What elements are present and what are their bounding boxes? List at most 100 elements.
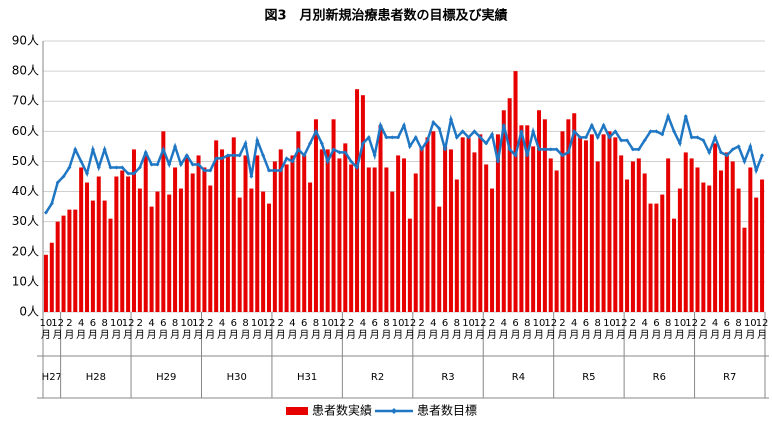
bar: [472, 152, 477, 312]
x-tick-label: 6月: [299, 318, 310, 341]
bar: [630, 161, 635, 312]
group-label: H28: [86, 372, 106, 383]
line-marker: [143, 150, 148, 155]
x-tick-label: 4月: [710, 318, 721, 341]
x-tick-label: 2月: [64, 318, 75, 341]
bar: [284, 164, 289, 312]
bar: [695, 167, 700, 312]
line-marker: [525, 153, 530, 158]
group-label: R6: [653, 372, 666, 383]
x-tick-label: 6月: [580, 318, 591, 341]
bar: [231, 137, 236, 312]
line-marker: [531, 129, 536, 134]
line-marker: [507, 147, 512, 152]
bar: [701, 182, 706, 312]
x-tick-label: 4月: [76, 318, 87, 341]
x-tick-label: 10月: [673, 318, 687, 341]
line-marker: [490, 132, 495, 137]
line-marker: [43, 210, 48, 215]
line-marker: [695, 135, 700, 140]
bar: [466, 137, 471, 312]
bar: [384, 167, 389, 312]
bar: [319, 149, 324, 312]
x-tick-label: 8月: [592, 318, 603, 341]
x-tick-label: 4月: [146, 318, 157, 341]
line-marker: [713, 135, 718, 140]
bar: [636, 158, 641, 312]
x-tick-label: 12月: [192, 318, 205, 341]
x-tick-label: 12月: [121, 318, 135, 341]
bar: [595, 161, 600, 312]
line-marker: [595, 135, 600, 140]
bar: [337, 158, 342, 312]
x-tick-label: 10月: [462, 318, 475, 341]
bar: [537, 110, 542, 312]
line-marker: [730, 147, 735, 152]
bar: [67, 209, 72, 312]
line-marker: [108, 165, 113, 170]
x-tick-label: 4月: [287, 318, 298, 341]
bar: [155, 191, 160, 312]
bar: [372, 167, 377, 312]
bar: [302, 155, 307, 312]
line-marker: [266, 168, 271, 173]
bar: [760, 179, 765, 312]
bar: [349, 164, 354, 312]
x-tick-label: 12月: [403, 318, 417, 341]
x-tick-label: 10月: [743, 318, 757, 341]
legend-marker: [391, 408, 397, 414]
bar: [572, 113, 577, 313]
line-marker: [396, 135, 401, 140]
line-marker: [407, 144, 412, 149]
line-marker: [642, 138, 647, 143]
bar: [220, 149, 225, 312]
bar: [619, 155, 624, 312]
line-marker: [261, 153, 266, 158]
bar: [672, 218, 677, 312]
line-marker: [701, 138, 706, 143]
x-tick-label: 12月: [262, 318, 276, 341]
x-tick-label: 2月: [134, 318, 145, 341]
line-marker: [161, 147, 166, 152]
x-tick-label: 10月: [250, 318, 264, 341]
group-label: R2: [371, 372, 384, 383]
bar: [689, 158, 694, 312]
line-marker: [184, 153, 189, 158]
bar: [108, 218, 113, 312]
bar: [460, 137, 465, 312]
line-marker: [85, 171, 90, 176]
y-tick-label: 50人: [12, 154, 39, 168]
line-marker: [583, 135, 588, 140]
bar: [73, 209, 78, 312]
bar: [296, 131, 301, 312]
bar: [90, 200, 95, 312]
bar: [607, 131, 612, 312]
x-tick-label: 6月: [651, 318, 662, 341]
bar: [683, 152, 688, 312]
bar: [266, 203, 271, 312]
line-marker: [243, 141, 248, 146]
line-marker: [355, 165, 360, 170]
x-tick-label: 8月: [663, 318, 674, 341]
bar: [237, 197, 242, 312]
line-marker: [202, 168, 207, 173]
bar: [190, 173, 195, 312]
bar: [402, 158, 406, 312]
line-marker: [173, 144, 178, 149]
line-marker: [137, 165, 142, 170]
y-tick-label: 20人: [12, 244, 39, 258]
legend-swatch: [286, 407, 308, 415]
x-tick-label: 6月: [158, 318, 169, 341]
y-tick-label: 0人: [19, 305, 39, 319]
line-marker: [513, 153, 518, 158]
bar: [501, 110, 506, 312]
y-tick-label: 90人: [12, 34, 39, 48]
x-tick-label: 12月: [544, 318, 558, 341]
line-marker: [126, 171, 131, 176]
bar: [272, 161, 277, 312]
line-marker: [102, 147, 107, 152]
line-marker: [484, 141, 489, 146]
line-marker: [390, 135, 395, 140]
x-tick-label: 2月: [346, 318, 357, 341]
